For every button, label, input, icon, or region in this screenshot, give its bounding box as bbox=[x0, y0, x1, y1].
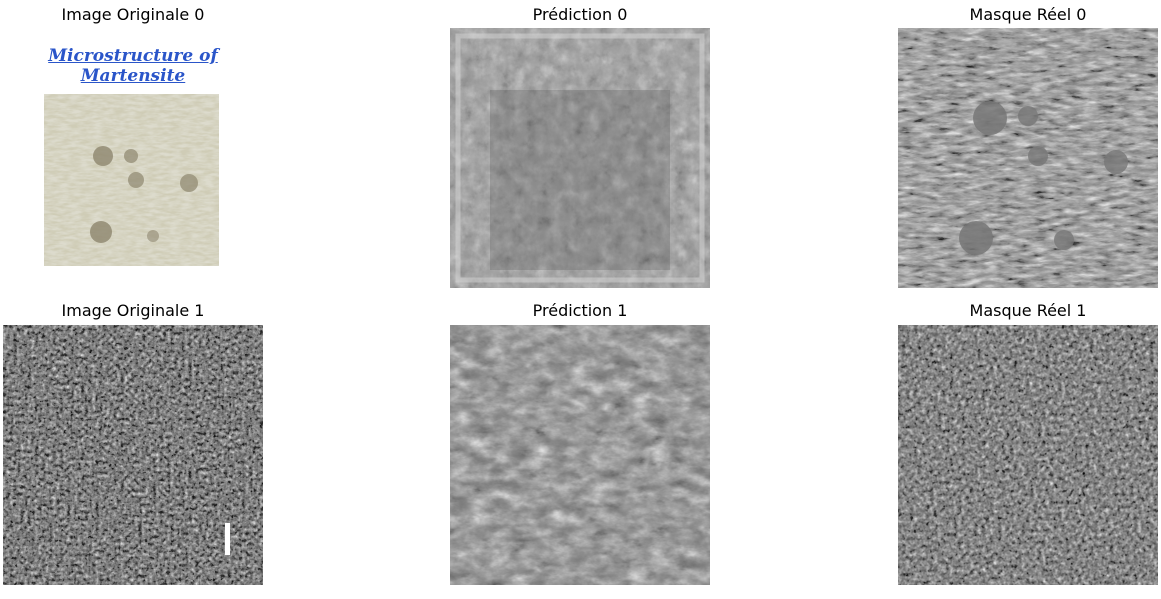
prediction-1 bbox=[450, 325, 710, 585]
title-image-originale-1: Image Originale 1 bbox=[3, 301, 263, 321]
image-originale-0: Microstructure of Martensite bbox=[3, 28, 263, 288]
title-masque-reel-0: Masque Réel 0 bbox=[898, 5, 1158, 25]
masque-reel-0 bbox=[898, 28, 1158, 288]
scale-bar bbox=[225, 523, 230, 555]
title-masque-reel-1: Masque Réel 1 bbox=[898, 301, 1158, 321]
title-prediction-1: Prédiction 1 bbox=[450, 301, 710, 321]
title-image-originale-0: Image Originale 0 bbox=[3, 5, 263, 25]
title-prediction-0: Prédiction 0 bbox=[450, 5, 710, 25]
masque-reel-1 bbox=[898, 325, 1158, 585]
image-originale-1 bbox=[3, 325, 263, 585]
prediction-0 bbox=[450, 28, 710, 288]
